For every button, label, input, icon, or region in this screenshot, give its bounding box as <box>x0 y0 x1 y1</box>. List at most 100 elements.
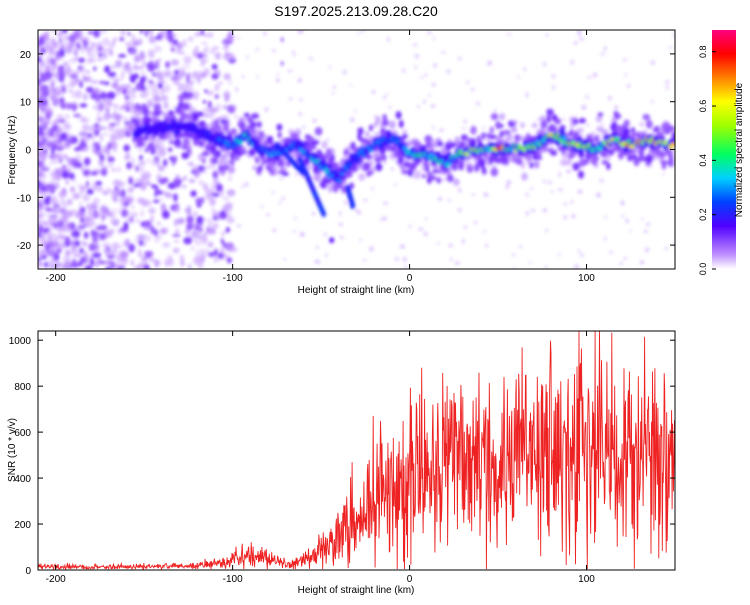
heatmap-cell <box>91 181 98 191</box>
heatmap-cell <box>61 40 69 50</box>
heatmap-cell <box>163 84 171 93</box>
heatmap-cell <box>186 103 193 112</box>
heatmap-cell <box>299 141 306 149</box>
heatmap-cell <box>196 216 204 224</box>
heatmap-cell <box>222 241 226 248</box>
heatmap-cell <box>123 155 131 161</box>
heatmap-cell <box>665 79 670 85</box>
heatmap-cell <box>490 113 499 121</box>
heatmap-cell <box>38 245 42 250</box>
heatmap-cell <box>329 237 335 244</box>
heatmap-cell <box>141 55 146 60</box>
colorbar: 0.0 0.2 0.4 0.6 0.8 Normalized spectral ampl… <box>698 30 745 275</box>
heatmap-cell <box>119 243 123 249</box>
heatmap-cell <box>261 157 266 166</box>
heatmap-cell <box>403 146 409 152</box>
heatmap-cell <box>38 104 42 108</box>
heatmap-cell <box>146 63 154 68</box>
heatmap-cell <box>192 113 199 121</box>
heatmap-cell <box>154 228 159 238</box>
heatmap-cell <box>84 124 90 132</box>
heatmap-cell <box>387 36 390 42</box>
heatmap-cell <box>205 225 212 235</box>
heatmap-cell <box>130 164 138 169</box>
heatmap-cell <box>211 183 218 191</box>
heatmap-cell <box>73 161 83 169</box>
heatmap-cell <box>355 156 362 164</box>
heatmap-cell <box>417 104 420 110</box>
heatmap-cell <box>170 59 179 66</box>
heatmap-cell <box>132 183 142 188</box>
heatmap-cell <box>109 213 116 220</box>
heatmap-cell <box>133 39 137 49</box>
heatmap-cell <box>385 92 389 96</box>
heatmap-cell <box>202 150 210 157</box>
heatmap-cell <box>177 42 184 50</box>
heatmap-cell <box>326 179 332 184</box>
heatmap-cell <box>547 179 553 185</box>
colorbar-tick-label: 0.0 <box>698 263 708 276</box>
heatmap-cell <box>75 209 84 219</box>
heatmap-cell <box>294 128 302 136</box>
heatmap-cell <box>611 121 618 131</box>
heatmap-cell <box>299 232 305 237</box>
heatmap-cell <box>38 90 44 97</box>
heatmap-cell <box>595 115 603 123</box>
heatmap-cell <box>665 85 669 91</box>
heatmap-cell <box>142 256 148 262</box>
heatmap-cell <box>91 202 98 211</box>
heatmap-cell <box>206 90 214 96</box>
heatmap-cell <box>511 119 518 125</box>
heatmap-cell <box>98 159 105 167</box>
heatmap-cell <box>291 50 295 53</box>
heatmap-cell <box>298 112 303 116</box>
heatmap-cell <box>79 185 85 195</box>
heatmap-cell <box>441 178 447 182</box>
heatmap-cell <box>135 82 142 91</box>
heatmap-cell <box>540 120 548 129</box>
heatmap-cell <box>222 197 230 201</box>
heatmap-cell <box>278 200 282 205</box>
heatmap-cell <box>205 165 212 169</box>
heatmap-cell <box>133 64 138 71</box>
heatmap-cell <box>516 159 523 165</box>
heatmap-cell <box>283 257 287 261</box>
top-y-axis: -20 -10 0 10 20 <box>17 50 675 252</box>
heatmap-cell <box>60 100 64 110</box>
heatmap-cell <box>206 32 214 38</box>
heatmap-cell <box>128 176 134 185</box>
heatmap-cell <box>196 52 204 60</box>
heatmap-cell <box>414 53 420 59</box>
heatmap-cell <box>161 210 170 219</box>
y-tick-label: 200 <box>14 520 31 531</box>
heatmap-cell <box>119 36 125 42</box>
heatmap-cell <box>603 46 607 52</box>
heatmap-cell <box>215 183 223 192</box>
heatmap-cell <box>193 256 202 265</box>
heatmap-cell <box>96 256 103 264</box>
heatmap-cell <box>457 208 462 213</box>
heatmap-cell <box>461 238 465 244</box>
heatmap-cell <box>86 180 90 186</box>
heatmap-cell <box>72 192 81 200</box>
heatmap-cell <box>84 165 88 169</box>
heatmap-cell <box>69 74 79 79</box>
heatmap-cell <box>111 83 119 87</box>
heatmap-cell <box>83 253 88 261</box>
heatmap-cell <box>356 209 362 216</box>
heatmap-cell <box>169 42 176 47</box>
heatmap-cell <box>147 251 152 256</box>
heatmap-cell <box>47 234 52 243</box>
heatmap-cell <box>38 63 45 68</box>
heatmap-cell <box>139 30 144 35</box>
y-tick-label: 0 <box>25 146 31 157</box>
heatmap-cell <box>65 248 69 257</box>
heatmap-cell <box>204 45 209 54</box>
heatmap-cell <box>162 191 169 196</box>
heatmap-cell <box>395 111 402 120</box>
heatmap-cell <box>222 205 229 210</box>
heatmap-cell <box>71 89 75 99</box>
heatmap-cell <box>105 102 114 107</box>
heatmap-cell <box>45 246 49 252</box>
heatmap-cell <box>249 148 256 154</box>
